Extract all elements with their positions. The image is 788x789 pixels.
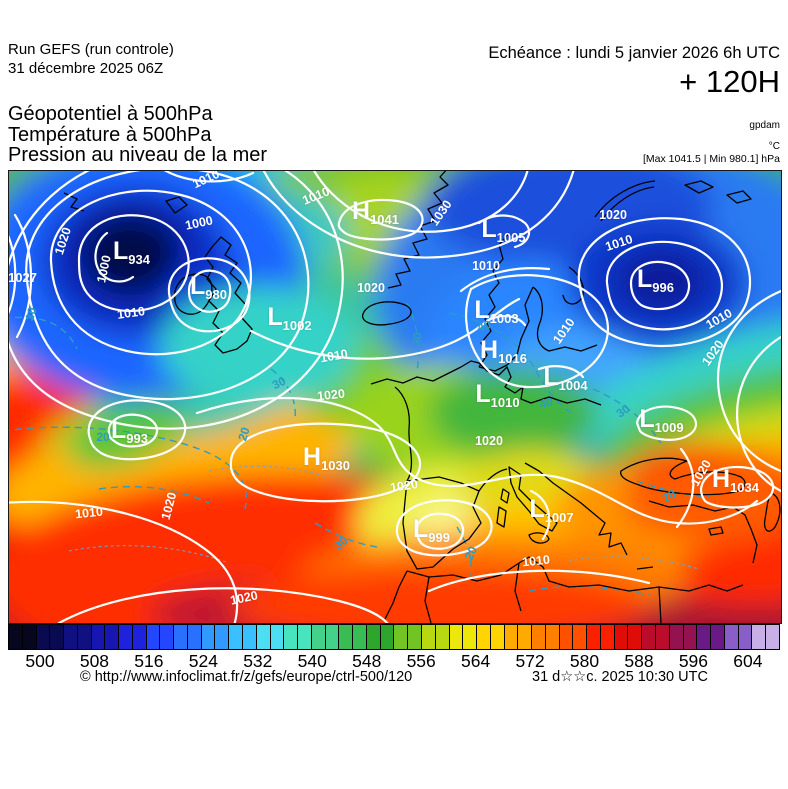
- colorbar-cell: [104, 624, 120, 650]
- colorbar-cell: [613, 624, 629, 650]
- scale-tick-label: 548: [352, 651, 382, 671]
- title-geopotential: Géopotentiel à 500hPa: [8, 103, 213, 125]
- colorbar-cell: [710, 624, 725, 650]
- colorbar-cell: [310, 624, 326, 650]
- colorbar-cell: [462, 624, 478, 650]
- scale-tick-label: 500: [25, 651, 55, 671]
- colorbar-cell: [90, 624, 106, 650]
- colorbar-cell: [63, 624, 78, 650]
- colorbar-cell: [503, 624, 519, 650]
- colorbar-cell: [448, 624, 464, 650]
- colorbar-cell: [200, 624, 216, 650]
- forecast-valid-time: Echéance : lundi 5 janvier 2026 6h UTC: [488, 44, 780, 62]
- colorbar-cell: [751, 624, 767, 650]
- scale-tick-label: 572: [515, 651, 545, 671]
- scale-tick-label: 564: [461, 651, 491, 671]
- colorbar-cell: [49, 624, 65, 650]
- colorbar-cell: [228, 624, 244, 650]
- geopotential-colorbar: [8, 624, 780, 650]
- colorbar-cell: [173, 624, 188, 650]
- colorbar-cell: [476, 624, 491, 650]
- colorbar-cell: [586, 624, 601, 650]
- colorbar-cell: [297, 624, 312, 650]
- title-pressure: Pression au niveau de la mer: [8, 144, 268, 166]
- colorbar-cell: [324, 624, 340, 650]
- temperature-contours: [9, 302, 710, 596]
- colorbar-cell: [21, 624, 37, 650]
- colorbar-cell: [558, 624, 574, 650]
- colorbar-cell: [737, 624, 753, 650]
- generation-timestamp: 31 d☆☆c. 2025 10:30 UTC: [532, 669, 708, 685]
- scale-tick-label: 596: [678, 651, 709, 671]
- colorbar-cell: [654, 624, 670, 650]
- colorbar-cell: [668, 624, 684, 650]
- colorbar-cell: [489, 624, 505, 650]
- colorbar-scale-labels: 500 508 516 524 532 540 548 556 564 572 580 588 596 6…: [8, 651, 780, 672]
- colorbar-cell: [420, 624, 436, 650]
- scale-tick-label: 588: [624, 651, 654, 671]
- scale-tick-label: 532: [243, 651, 273, 671]
- colour-field: [9, 171, 781, 623]
- scale-tick-label: 540: [297, 651, 327, 671]
- copyright-url: © http://www.infoclimat.fr/z/gefs/europe…: [80, 669, 413, 685]
- unit-geopotential: gpdam: [749, 120, 780, 131]
- colorbar-cell: [214, 624, 230, 650]
- scale-tick-label: 508: [79, 651, 110, 671]
- colorbar-cell: [159, 624, 175, 650]
- colorbar-cell: [35, 624, 51, 650]
- colorbar-cell: [242, 624, 257, 650]
- colorbar-cell: [76, 624, 92, 650]
- colorbar-cell: [352, 624, 367, 650]
- lead-time: + 120H: [679, 64, 780, 99]
- colorbar-cell: [765, 624, 780, 650]
- colorbar-cell: [627, 624, 643, 650]
- colorbar-cell: [682, 624, 698, 650]
- colorbar-cell: [131, 624, 147, 650]
- scale-tick-label: 580: [569, 651, 600, 671]
- colorbar-cell: [641, 624, 656, 650]
- colorbar-cell: [365, 624, 381, 650]
- unit-temperature: °C: [768, 141, 780, 152]
- colorbar-cell: [544, 624, 560, 650]
- scale-tick-label: 516: [134, 651, 164, 671]
- colorbar-cell: [118, 624, 133, 650]
- colorbar-cell: [283, 624, 299, 650]
- map-area: H1027L934L980L1002H1041L1005L996L1003H10…: [8, 170, 782, 624]
- colorbar-cell: [379, 624, 395, 650]
- colorbar-cell: [269, 624, 285, 650]
- colorbar-cell: [407, 624, 422, 650]
- colorbar-cell: [517, 624, 533, 650]
- scale-tick-label: 604: [733, 651, 763, 671]
- colorbar-cell: [145, 624, 161, 650]
- colorbar-cell: [338, 624, 354, 650]
- colorbar-cell: [8, 624, 23, 650]
- weather-field-svg: [9, 171, 781, 623]
- scale-tick-label: 524: [188, 651, 218, 671]
- run-date-line: 31 décembre 2025 06Z: [8, 60, 164, 77]
- run-model-line: Run GEFS (run controle): [8, 41, 174, 58]
- title-temperature: Température à 500hPa: [8, 123, 212, 146]
- run-info: Run GEFS (run controle) 31 décembre 2025…: [8, 40, 174, 78]
- colorbar-cell: [696, 624, 712, 650]
- colorbar-cell: [255, 624, 271, 650]
- chart-titles: Géopotentiel à 500hPa Température à 500h…: [8, 104, 267, 166]
- colorbar-cell: [723, 624, 739, 650]
- secondary-dashed-contours: [68, 465, 700, 570]
- colorbar-cell: [186, 624, 202, 650]
- colorbar-cell: [531, 624, 546, 650]
- scale-tick-label: 556: [406, 651, 436, 671]
- isobars: [9, 171, 781, 623]
- colorbar-cell: [393, 624, 409, 650]
- colorbar-cell: [572, 624, 588, 650]
- colorbar-cell: [434, 624, 450, 650]
- colorbar-cell: [599, 624, 615, 650]
- pressure-max-min: [Max 1041.5 | Min 980.1] hPa: [643, 153, 780, 165]
